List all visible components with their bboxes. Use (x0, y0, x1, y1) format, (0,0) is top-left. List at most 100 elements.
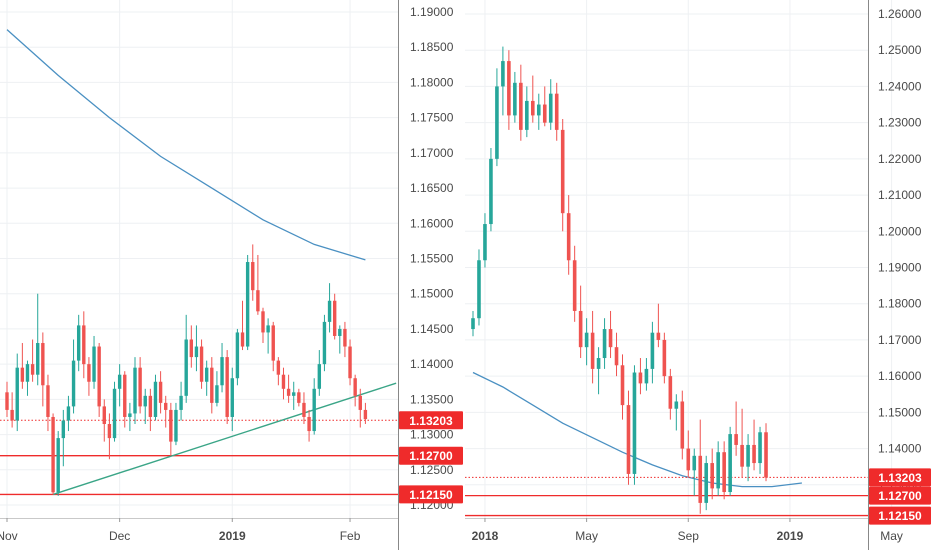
candle (680, 390, 685, 460)
candle-body (71, 360, 76, 407)
candle-body (584, 332, 589, 348)
candle-body (471, 318, 475, 330)
candle (668, 368, 673, 420)
candle (686, 430, 691, 478)
candle-body (704, 463, 709, 503)
y-tick-label: 1.15000 (410, 287, 454, 301)
x-tick-label: Dec (109, 529, 130, 543)
candle (332, 293, 337, 340)
moving-average-line (472, 371, 802, 488)
candle-body (519, 82, 523, 130)
badge-background (399, 446, 463, 465)
candle-body (271, 325, 275, 361)
y-tick-label: 1.26000 (878, 7, 922, 21)
candle-body (66, 406, 71, 421)
y-tick-label: 1.24000 (878, 79, 922, 93)
candle-body (138, 367, 142, 407)
candle (626, 390, 631, 485)
candle (215, 371, 219, 407)
y-tick-label: 1.23000 (878, 116, 922, 130)
y-tick-label: 1.21000 (878, 188, 922, 202)
candle (596, 347, 601, 395)
candle-body (322, 321, 327, 365)
candle (87, 357, 91, 396)
candle-body (501, 61, 505, 87)
last-price-badge: 1.13203 (399, 411, 463, 430)
candle (513, 71, 517, 123)
candle-body (608, 329, 613, 348)
candle-body (286, 388, 291, 396)
candle (194, 325, 199, 372)
candle (632, 365, 637, 485)
candle (276, 357, 281, 386)
candle-body (256, 290, 260, 312)
candle-body (189, 339, 194, 358)
candle-body (297, 392, 301, 403)
candle-body (525, 100, 529, 130)
candle (507, 50, 511, 130)
candle-body (650, 332, 655, 369)
candle-body (680, 401, 685, 449)
x-tick-label: 2019 (219, 529, 246, 543)
candle-body (240, 332, 245, 347)
candle (10, 392, 14, 428)
candle (353, 374, 357, 407)
candle-body (169, 409, 173, 442)
badge-background (869, 468, 931, 487)
candle-body (302, 402, 306, 417)
candle-body (87, 364, 91, 382)
candle (656, 303, 661, 348)
candle-body (5, 392, 9, 410)
candle-body (46, 385, 50, 417)
candle (92, 335, 96, 389)
candle (590, 310, 595, 384)
candle-body (56, 438, 60, 493)
candle-body (614, 347, 619, 366)
candle-body (686, 448, 691, 471)
badge-label: 1.12150 (878, 509, 922, 523)
candle-body (266, 325, 270, 333)
candle-body (353, 378, 357, 396)
candle-body (199, 346, 204, 382)
candle (297, 388, 301, 407)
y-tick-label: 1.17000 (878, 333, 922, 347)
x-tick-label: May (880, 529, 903, 543)
candle (204, 360, 209, 396)
candle-body (332, 300, 337, 336)
left-trendline (52, 382, 397, 496)
candle (271, 321, 275, 372)
y-tick-label: 1.22000 (878, 152, 922, 166)
candle (148, 388, 153, 432)
right-price-axis: 1.26000 1.25000 1.24000 1.23000 1.22000 1.210… (868, 0, 922, 550)
candle (348, 339, 352, 386)
candle (554, 82, 559, 141)
candle (36, 293, 40, 386)
candle (471, 310, 475, 337)
candle-body (128, 413, 132, 417)
candle-body (133, 367, 137, 414)
candle-body (25, 364, 30, 382)
candle-body (20, 367, 25, 382)
badge-label: 1.12700 (878, 489, 922, 503)
candle-body (692, 455, 697, 471)
candle-body (740, 444, 744, 467)
candle (261, 307, 265, 344)
candle (716, 441, 720, 496)
candle (614, 332, 619, 377)
candle (501, 46, 505, 116)
candle (46, 374, 50, 432)
x-tick-label: May (575, 529, 598, 543)
candle-body (82, 325, 86, 365)
candle (477, 249, 481, 326)
right-support-levels (465, 476, 868, 517)
candle (189, 325, 194, 368)
candle (495, 68, 499, 167)
candle-body (292, 392, 296, 396)
candle (644, 358, 649, 391)
candle (734, 401, 738, 456)
candle-body (61, 420, 66, 439)
y-tick-label: 1.18000 (410, 75, 454, 89)
left-support-levels (0, 419, 398, 496)
left-chart-panel: 1.19000 1.18500 1.18000 1.17500 1.17000 1.165… (0, 0, 463, 550)
candle (584, 318, 589, 366)
